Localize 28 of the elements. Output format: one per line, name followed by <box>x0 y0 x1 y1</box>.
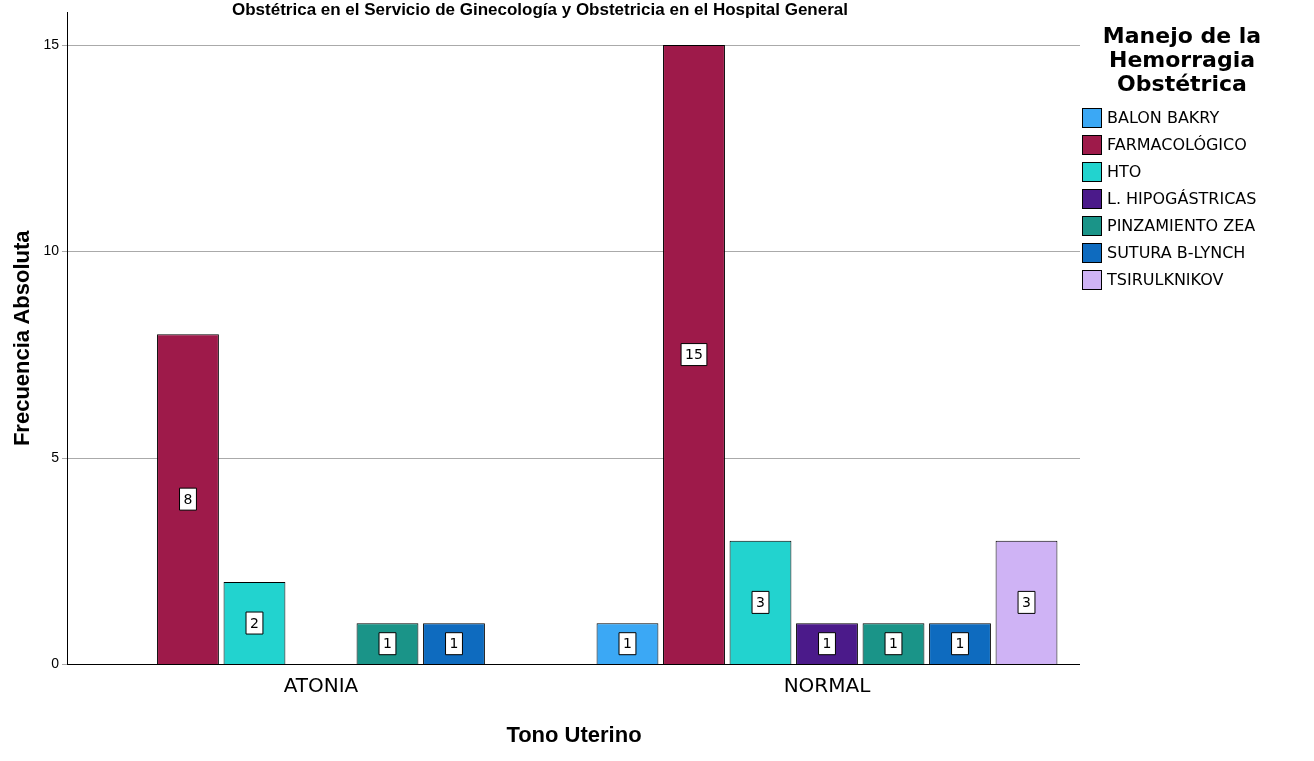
y-tick-label: 5 <box>51 448 60 465</box>
legend-label: SUTURA B-LYNCH <box>1107 243 1246 262</box>
data-label: 2 <box>250 614 259 631</box>
legend-label: BALON BAKRY <box>1107 108 1220 127</box>
y-tick-label: 0 <box>51 655 60 672</box>
y-axis-title: Frecuencia Absoluta <box>9 229 35 447</box>
data-label: 1 <box>822 635 832 652</box>
x-axis-title: Tono Uterino <box>506 721 642 747</box>
data-label: 1 <box>955 635 965 652</box>
legend-label: TSIRULKNIKOV <box>1107 270 1224 289</box>
y-tick-label: 15 <box>43 35 60 52</box>
x-tick-label: ATONIA <box>283 672 359 697</box>
legend-label: HTO <box>1107 162 1142 181</box>
data-label: 1 <box>889 635 898 652</box>
data-label: 8 <box>183 490 193 507</box>
legend-label: PINZAMIENTO ZEA <box>1107 216 1256 235</box>
data-label: 1 <box>449 635 459 652</box>
legend-label: FARMACOLÓGICO <box>1107 135 1247 154</box>
x-tick-label: NORMAL <box>783 672 872 697</box>
data-label: 15 <box>685 346 703 363</box>
data-label: 1 <box>383 635 392 652</box>
legend-title: Manejo de la Hemorragia Obstétrica <box>1101 23 1263 96</box>
data-label: 1 <box>623 635 632 652</box>
chart-title: Obstétrica en el Servicio de Ginecología y Obstetricia en el Hospital General <box>231 0 849 20</box>
data-label: 3 <box>756 594 765 611</box>
legend-label: L. HIPOGÁSTRICAS <box>1107 189 1257 208</box>
data-label: 3 <box>1022 594 1031 611</box>
y-tick-label: 10 <box>43 242 60 259</box>
